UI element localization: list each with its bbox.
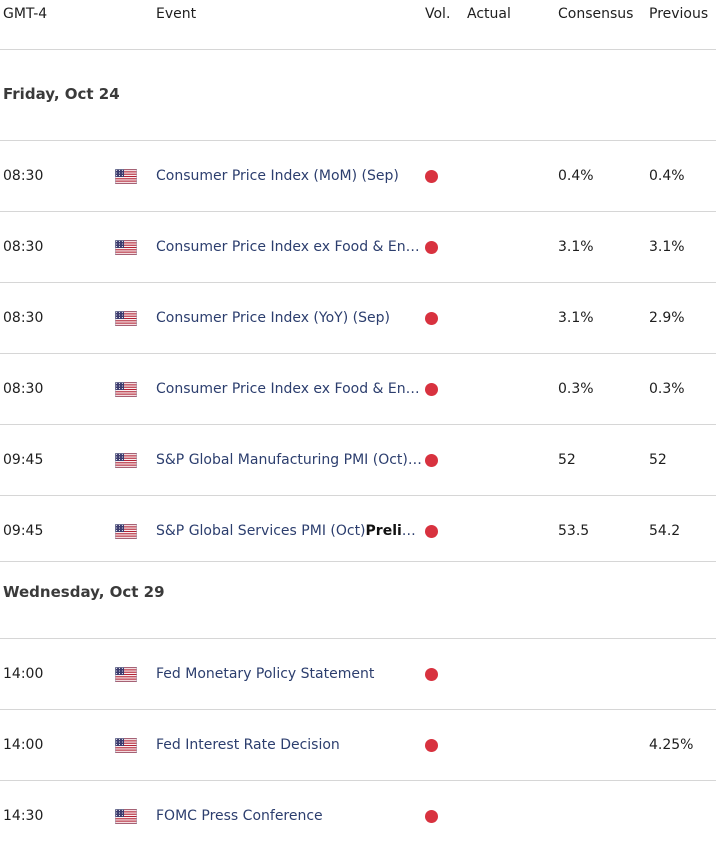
table-row[interactable]: 14:30 FOMC Press Conference — [0, 781, 716, 851]
table-row[interactable]: 09:45 S&P Global Manufacturing PMI (Oct)P… — [0, 425, 716, 495]
row-divider — [0, 780, 716, 781]
previous-value: 0.3% — [649, 381, 685, 397]
high-volatility-icon — [425, 454, 438, 467]
high-volatility-icon — [425, 383, 438, 396]
row-divider — [0, 282, 716, 283]
previous-header: Previous — [649, 6, 709, 22]
high-volatility-icon — [425, 312, 438, 325]
event-time: 09:45 — [3, 523, 44, 539]
event-name[interactable]: Fed Monetary Policy Statement — [156, 639, 424, 709]
event-time: 08:30 — [3, 239, 44, 255]
actual-header: Actual — [467, 6, 511, 22]
event-time: 08:30 — [3, 168, 44, 184]
us-flag-icon — [115, 169, 137, 184]
event-title: Fed Interest Rate Decision — [156, 737, 340, 753]
us-flag-icon — [115, 311, 137, 326]
row-divider — [0, 495, 716, 496]
event-title: Consumer Price Index (MoM) (Sep) — [156, 168, 399, 184]
timezone-header[interactable]: GMT-4 — [3, 6, 48, 22]
table-row[interactable]: 08:30 Consumer Price Index ex Food & Ener… — [0, 212, 716, 282]
event-title: S&P Global Manufacturing PMI (Oct) — [156, 452, 408, 468]
us-flag-icon — [115, 240, 137, 255]
divider — [0, 140, 716, 141]
high-volatility-icon — [425, 668, 438, 681]
us-flag-icon — [115, 738, 137, 753]
event-time: 08:30 — [3, 381, 44, 397]
us-flag-icon — [115, 667, 137, 682]
event-title: S&P Global Services PMI (Oct) — [156, 523, 366, 539]
event-title: Fed Monetary Policy Statement — [156, 666, 375, 682]
table-row[interactable]: 14:00 Fed Interest Rate Decision 4.25% — [0, 710, 716, 780]
previous-value: 3.1% — [649, 239, 685, 255]
table-row[interactable]: 08:30 Consumer Price Index (YoY) (Sep) 3.1… — [0, 283, 716, 353]
event-name[interactable]: FOMC Press Conference — [156, 781, 424, 851]
consensus-header: Consensus — [558, 6, 634, 22]
row-divider — [0, 353, 716, 354]
us-flag-icon — [115, 453, 137, 468]
high-volatility-icon — [425, 525, 438, 538]
us-flag-icon — [115, 809, 137, 824]
row-divider — [0, 211, 716, 212]
consensus-value: 3.1% — [558, 239, 594, 255]
day-header: Wednesday, Oct 29 — [3, 583, 165, 601]
event-title: FOMC Press Conference — [156, 808, 323, 824]
event-time: 14:00 — [3, 666, 44, 682]
previous-value: 2.9% — [649, 310, 685, 326]
high-volatility-icon — [425, 170, 438, 183]
consensus-value: 0.3% — [558, 381, 594, 397]
row-divider — [0, 709, 716, 710]
event-name[interactable]: Fed Interest Rate Decision — [156, 710, 424, 780]
row-divider — [0, 424, 716, 425]
event-name[interactable]: Consumer Price Index (MoM) (Sep) — [156, 141, 424, 211]
event-name[interactable]: Consumer Price Index ex Food & Energy (M… — [156, 354, 422, 424]
us-flag-icon — [115, 382, 137, 397]
event-title: Consumer Price Index ex Food & Energy (Y… — [156, 239, 422, 255]
event-flag-label: Preliminary — [365, 523, 422, 539]
event-name[interactable]: Consumer Price Index ex Food & Energy (Y… — [156, 212, 422, 282]
table-header: GMT-4 Event Vol. Actual Consensus Previo… — [0, 0, 716, 50]
previous-value: 54.2 — [649, 523, 681, 539]
event-title: Consumer Price Index ex Food & Energy (M… — [156, 381, 422, 397]
table-row[interactable]: 08:30 Consumer Price Index (MoM) (Sep) 0.4… — [0, 141, 716, 211]
previous-value: 0.4% — [649, 168, 685, 184]
table-row[interactable]: 14:00 Fed Monetary Policy Statement — [0, 639, 716, 709]
event-time: 08:30 — [3, 310, 44, 326]
event-header: Event — [156, 6, 197, 22]
event-name[interactable]: S&P Global Services PMI (Oct)Preliminary — [156, 496, 422, 566]
event-time: 09:45 — [3, 452, 44, 468]
high-volatility-icon — [425, 739, 438, 752]
high-volatility-icon — [425, 810, 438, 823]
volatility-header: Vol. — [425, 6, 451, 22]
event-name[interactable]: S&P Global Manufacturing PMI (Oct)Prelim… — [156, 425, 424, 495]
consensus-value: 52 — [558, 452, 576, 468]
high-volatility-icon — [425, 241, 438, 254]
event-name[interactable]: Consumer Price Index (YoY) (Sep) — [156, 283, 424, 353]
previous-value: 52 — [649, 452, 667, 468]
consensus-value: 3.1% — [558, 310, 594, 326]
previous-value: 4.25% — [649, 737, 694, 753]
table-row[interactable]: 08:30 Consumer Price Index ex Food & Ener… — [0, 354, 716, 424]
event-time: 14:30 — [3, 808, 44, 824]
consensus-value: 0.4% — [558, 168, 594, 184]
table-row[interactable]: 09:45 S&P Global Services PMI (Oct)Prelim… — [0, 496, 716, 566]
day-header: Friday, Oct 24 — [3, 85, 120, 103]
us-flag-icon — [115, 524, 137, 539]
divider — [0, 638, 716, 639]
event-title: Consumer Price Index (YoY) (Sep) — [156, 310, 390, 326]
event-time: 14:00 — [3, 737, 44, 753]
row-divider — [0, 561, 716, 562]
consensus-value: 53.5 — [558, 523, 590, 539]
